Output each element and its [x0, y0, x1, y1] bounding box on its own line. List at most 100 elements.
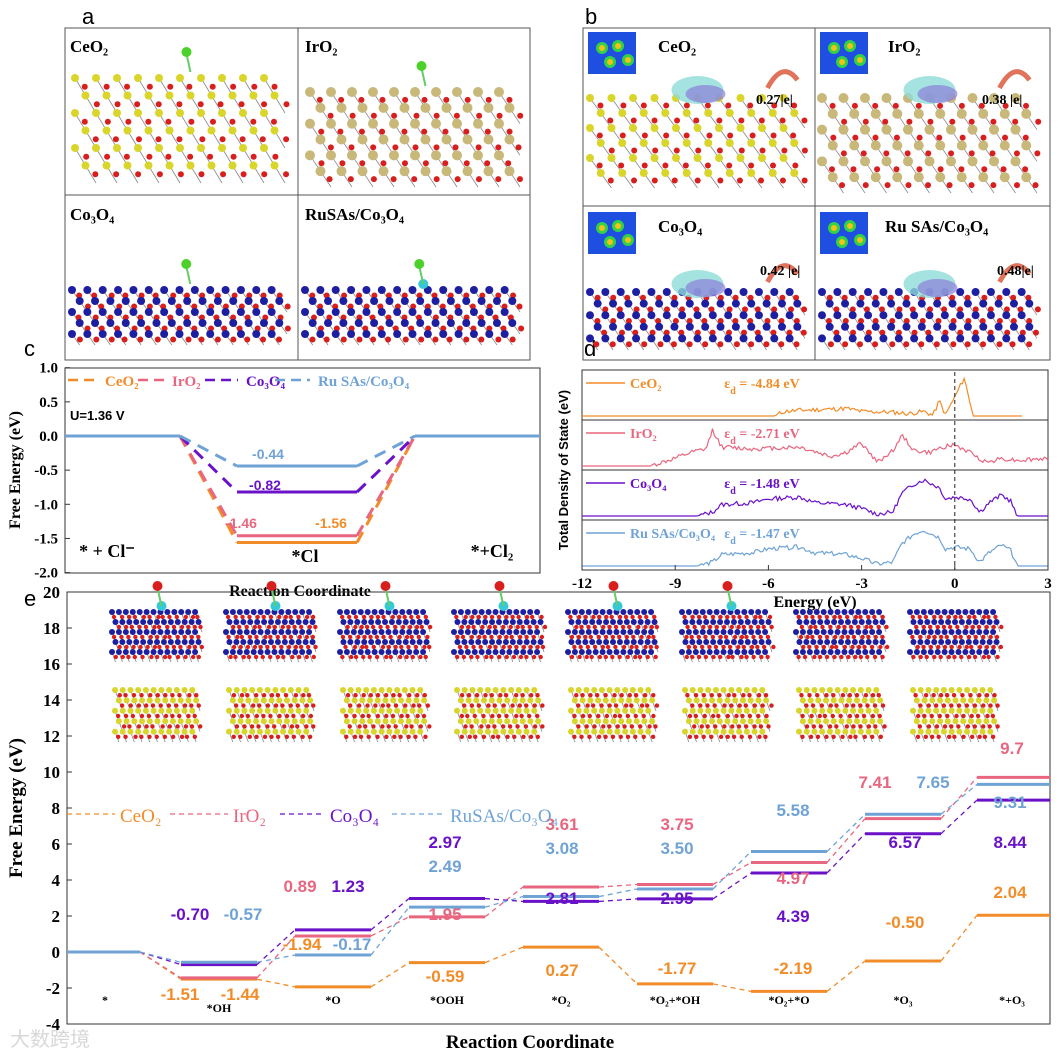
oxygen-atom	[990, 182, 997, 189]
oxygen-atom	[155, 634, 160, 640]
oxygen-atom	[694, 734, 699, 739]
oxygen-atom	[624, 294, 631, 301]
metal-atom	[948, 707, 955, 714]
oxygen-atom	[517, 703, 523, 708]
oxygen-atom	[121, 724, 127, 729]
metal-atom	[275, 319, 284, 327]
metal-atom	[728, 728, 735, 735]
oxygen-atom	[123, 153, 130, 160]
oxygen-atom	[641, 713, 646, 719]
connector-CeO2	[598, 946, 638, 985]
metal-atom	[571, 718, 578, 725]
oxygen-atom	[352, 713, 357, 719]
state-label: *O₂+*OH	[650, 993, 701, 1007]
metal-atom	[337, 649, 343, 655]
metal-atom	[337, 629, 343, 635]
metal-atom	[98, 308, 107, 316]
oxygen-atom	[593, 341, 600, 348]
connector-Co3O4	[370, 898, 410, 931]
metal-atom	[378, 728, 385, 735]
metal-atom	[967, 718, 974, 725]
oxygen-atom	[741, 624, 747, 630]
oxygen-atom	[824, 614, 830, 620]
oxygen-atom	[861, 713, 867, 719]
metal-atom	[81, 126, 90, 135]
metal-atom	[693, 154, 702, 162]
oxygen-atom	[198, 336, 205, 343]
oxygen-atom	[409, 634, 414, 640]
metal-atom	[706, 609, 713, 615]
oxygen-atom	[190, 614, 196, 620]
oxygen-atom	[155, 713, 160, 719]
metal-atom	[478, 609, 485, 615]
oxygen-atom	[188, 118, 195, 125]
metal-atom	[462, 102, 473, 113]
metal-atom	[625, 718, 632, 725]
metal-atom	[565, 629, 571, 635]
oxygen-atom	[257, 624, 262, 630]
metal-atom	[516, 639, 523, 645]
metal-atom	[713, 649, 720, 655]
metal-atom	[531, 728, 538, 735]
metal-atom	[999, 140, 1010, 151]
metal-atom	[1010, 156, 1021, 167]
oxygen-atom	[427, 724, 432, 729]
oxygen-atom	[944, 634, 949, 640]
oxygen-atom	[495, 176, 502, 183]
oxygen-atom	[725, 329, 732, 336]
oxygen-atom	[300, 713, 306, 719]
metal-atom	[917, 707, 924, 714]
oxygen-atom	[748, 162, 755, 169]
oxygen-atom	[196, 703, 201, 708]
metal-atom	[299, 649, 306, 655]
metal-atom	[523, 639, 530, 645]
oxygen-atom	[300, 734, 305, 739]
metal-atom	[952, 718, 959, 725]
metal-atom	[841, 322, 850, 331]
metal-atom	[759, 728, 766, 735]
oxygen-atom	[770, 132, 777, 139]
metal-atom	[213, 297, 222, 305]
oxygen-atom	[289, 724, 295, 729]
oxygen-atom	[610, 634, 616, 640]
oxygen-atom	[531, 634, 536, 640]
metal-atom	[492, 728, 499, 735]
oxygen-atom	[419, 624, 424, 630]
oxygen-atom	[183, 724, 189, 729]
oxygen-atom	[1003, 306, 1010, 313]
oxygen-atom	[277, 713, 282, 719]
oxygen-atom	[569, 634, 575, 640]
metal-atom	[917, 322, 926, 331]
metal-atom	[400, 319, 409, 327]
oxygen-atom	[469, 724, 474, 729]
oxygen-atom	[579, 624, 584, 630]
metal-atom	[697, 728, 704, 735]
metal-atom	[770, 311, 779, 320]
oxygen-atom	[854, 713, 860, 719]
metal-atom	[326, 87, 336, 97]
oxygen-atom	[929, 713, 934, 719]
oxygen-atom	[865, 703, 870, 708]
metal-atom	[370, 319, 379, 327]
oxygen-atom	[853, 734, 858, 739]
oxygen-atom	[284, 303, 291, 310]
oxygen-atom	[532, 703, 537, 708]
oxygen-atom	[179, 734, 185, 739]
oxygen-atom	[937, 166, 944, 173]
metal-atom	[260, 144, 268, 152]
oxygen-atom	[393, 644, 398, 650]
oxygen-atom	[137, 624, 142, 630]
metal-atom	[189, 728, 196, 735]
oxygen-atom	[138, 644, 143, 650]
oxygen-atom	[778, 318, 785, 324]
metal-atom	[164, 629, 171, 635]
oxygen-atom	[949, 118, 956, 125]
metal-atom	[826, 728, 833, 735]
y-tick-label: 10	[43, 763, 60, 782]
metal-atom	[662, 334, 671, 343]
metal-atom	[715, 124, 723, 132]
oxygen-atom	[725, 713, 731, 719]
oxygen-atom	[421, 128, 428, 135]
oxygen-atom	[577, 654, 582, 660]
metal-atom	[758, 124, 766, 132]
